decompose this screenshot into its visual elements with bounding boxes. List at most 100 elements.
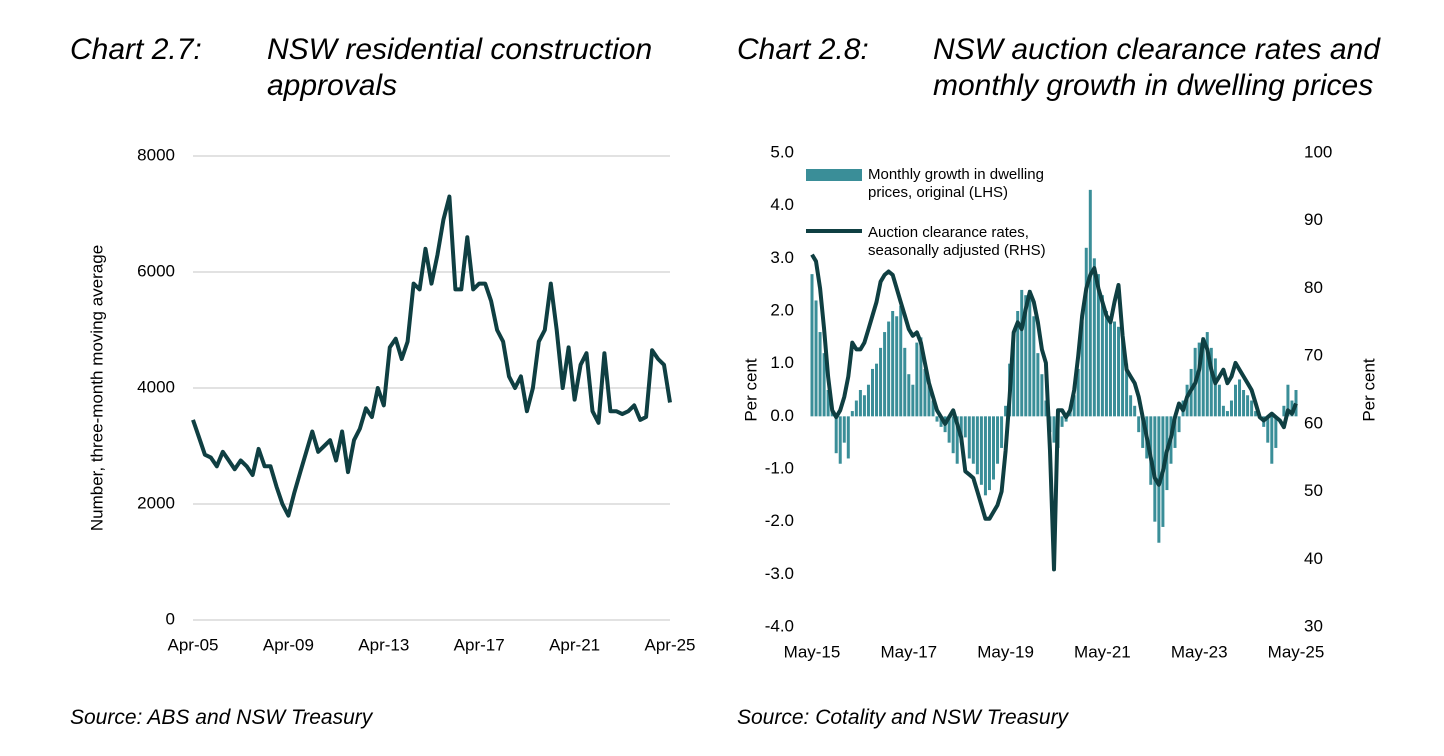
bar <box>826 390 830 417</box>
x-tick-label: Apr-25 <box>644 635 695 654</box>
y-tick-label: -2.0 <box>765 511 794 530</box>
bar <box>963 416 967 438</box>
bar <box>1104 311 1108 417</box>
bar <box>842 416 846 443</box>
bar <box>1286 384 1290 417</box>
bar <box>1217 384 1221 417</box>
bar <box>1080 321 1084 417</box>
chart-title: NSW auction clearance rates and monthly … <box>933 33 1380 102</box>
y2-tick-label: 70 <box>1304 346 1323 365</box>
y-tick-label: 5.0 <box>770 142 794 161</box>
y-tick-label: 2000 <box>137 493 175 512</box>
y-tick-label: 3.0 <box>770 248 794 267</box>
bar <box>1294 390 1298 417</box>
x-tick-label: May-17 <box>880 642 937 661</box>
bar <box>1221 405 1225 417</box>
bar <box>1274 416 1278 448</box>
bar <box>858 390 862 417</box>
bar <box>1052 416 1056 443</box>
bar <box>834 416 838 454</box>
bar <box>987 416 991 491</box>
bar <box>818 332 822 417</box>
y-tick-label: 0 <box>166 609 175 628</box>
y2-tick-label: 50 <box>1304 481 1323 500</box>
bar <box>1270 416 1274 464</box>
bar <box>1072 395 1076 417</box>
bar <box>1266 416 1270 443</box>
bar <box>1088 189 1092 417</box>
bar <box>1084 247 1088 417</box>
bar <box>895 316 899 417</box>
y2-tick-label: 90 <box>1304 210 1323 229</box>
bar <box>1004 405 1008 417</box>
bar <box>1254 411 1258 417</box>
legend-entry: Auction clearance rates, seasonally adju… <box>868 224 1046 259</box>
x-tick-label: May-21 <box>1074 642 1131 661</box>
bar <box>1024 295 1028 417</box>
y2-axis-label: Per cent <box>1359 358 1378 422</box>
y-tick-label: 0.0 <box>770 406 794 425</box>
y2-tick-label: 30 <box>1304 616 1323 635</box>
bar <box>939 416 943 427</box>
x-tick-label: May-25 <box>1268 642 1325 661</box>
bar <box>1125 363 1129 417</box>
bar <box>911 384 915 417</box>
bar <box>923 368 927 417</box>
bar <box>1113 321 1116 417</box>
bar <box>850 411 854 417</box>
bar <box>1040 374 1044 417</box>
bar <box>1036 353 1040 417</box>
bar <box>935 416 939 422</box>
x-tick-label: Apr-21 <box>549 635 600 654</box>
bar <box>887 321 891 417</box>
bar <box>1032 316 1036 417</box>
y-tick-label: 2.0 <box>770 300 794 319</box>
bar <box>879 347 883 417</box>
bar <box>1141 416 1145 448</box>
bar <box>810 274 814 417</box>
y2-tick-label: 80 <box>1304 278 1323 297</box>
bar <box>1225 411 1229 417</box>
legend-entry: Monthly growth in dwelling prices, origi… <box>868 166 1044 201</box>
bar <box>899 305 903 417</box>
y-tick-label: -4.0 <box>765 616 794 635</box>
bar <box>1100 295 1104 417</box>
chart-label: Chart 2.7: <box>70 33 202 66</box>
bar <box>983 416 987 496</box>
bar <box>1137 416 1141 433</box>
bar <box>919 337 923 417</box>
bar <box>1117 326 1121 417</box>
bar <box>1092 258 1096 417</box>
y-axis-label: Per cent <box>741 358 760 422</box>
bar <box>1133 405 1137 417</box>
bar <box>967 416 971 459</box>
x-tick-label: May-23 <box>1171 642 1228 661</box>
bar <box>951 416 955 454</box>
y-tick-label: 4000 <box>137 377 175 396</box>
bar <box>822 353 826 417</box>
line <box>810 253 1298 572</box>
bar <box>907 374 911 417</box>
bar <box>1282 405 1286 417</box>
bar <box>1096 274 1100 417</box>
bar <box>1012 332 1016 417</box>
bar <box>947 416 951 443</box>
bar <box>1129 395 1133 417</box>
bar <box>1060 416 1064 427</box>
bar <box>1020 289 1024 417</box>
source: Source: Cotality and NSW Treasury <box>737 706 1069 729</box>
y2-tick-label: 40 <box>1304 549 1323 568</box>
bar <box>1028 289 1032 417</box>
x-tick-label: Apr-05 <box>167 635 218 654</box>
bar <box>891 311 895 417</box>
y-tick-label: -1.0 <box>765 458 794 477</box>
bar <box>1000 416 1004 448</box>
bar <box>1076 368 1080 417</box>
bar <box>1238 379 1242 417</box>
bar <box>1234 384 1237 417</box>
bar <box>915 342 919 417</box>
bar <box>1173 416 1177 448</box>
x-tick-label: May-19 <box>977 642 1034 661</box>
